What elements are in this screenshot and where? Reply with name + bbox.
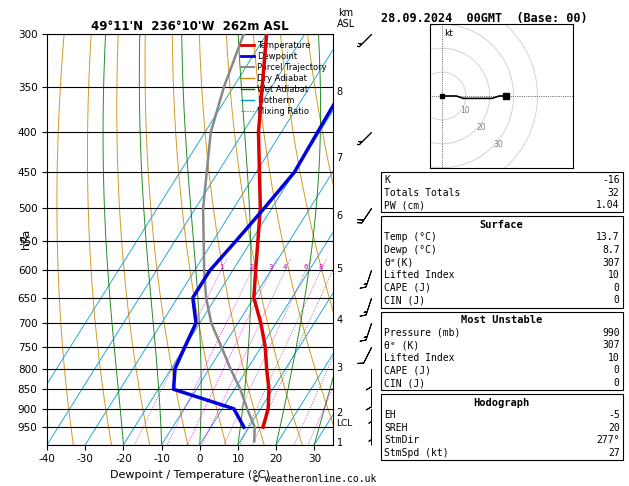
Legend: Temperature, Dewpoint, Parcel Trajectory, Dry Adiabat, Wet Adiabat, Isotherm, Mi: Temperature, Dewpoint, Parcel Trajectory… [239,38,329,119]
Text: K: K [384,175,390,185]
Text: 10: 10 [608,270,620,280]
Text: 307: 307 [602,258,620,268]
Text: Surface: Surface [480,220,523,230]
Text: 20: 20 [477,123,486,132]
Text: Pressure (mb): Pressure (mb) [384,328,460,338]
Text: 0: 0 [614,295,620,306]
Text: Most Unstable: Most Unstable [461,315,542,325]
Text: CIN (J): CIN (J) [384,378,425,388]
Text: CAPE (J): CAPE (J) [384,365,431,376]
Text: CAPE (J): CAPE (J) [384,283,431,293]
Text: 2: 2 [250,264,254,270]
Text: 10: 10 [608,353,620,363]
Text: Totals Totals: Totals Totals [384,188,460,198]
Text: SREH: SREH [384,423,408,433]
Text: 1.04: 1.04 [596,200,620,210]
Text: 32: 32 [608,188,620,198]
Text: Hodograph: Hodograph [474,398,530,408]
Text: StmSpd (kt): StmSpd (kt) [384,448,449,458]
Text: 13.7: 13.7 [596,232,620,243]
Text: 8: 8 [337,87,343,97]
Text: 6: 6 [303,264,308,270]
Text: km
ASL: km ASL [337,8,355,29]
Text: 5: 5 [337,264,343,274]
Text: -16: -16 [602,175,620,185]
Text: 0: 0 [614,378,620,388]
Text: 27: 27 [608,448,620,458]
Text: 3: 3 [337,363,343,373]
Title: 49°11'N  236°10'W  262m ASL: 49°11'N 236°10'W 262m ASL [91,20,289,33]
Text: StmDir: StmDir [384,435,420,446]
Text: 1: 1 [219,264,223,270]
Text: 307: 307 [602,340,620,350]
Text: 6: 6 [337,211,343,221]
Text: 990: 990 [602,328,620,338]
X-axis label: Dewpoint / Temperature (°C): Dewpoint / Temperature (°C) [110,470,270,480]
Text: Lifted Index: Lifted Index [384,270,455,280]
Text: 3: 3 [269,264,274,270]
Text: 0: 0 [614,283,620,293]
Text: EH: EH [384,410,396,420]
Text: Dewp (°C): Dewp (°C) [384,245,437,255]
Text: LCL: LCL [337,419,352,428]
Text: © weatheronline.co.uk: © weatheronline.co.uk [253,473,376,484]
Text: 4: 4 [337,314,343,325]
Text: CIN (J): CIN (J) [384,295,425,306]
Text: 10: 10 [460,106,470,115]
Text: PW (cm): PW (cm) [384,200,425,210]
Text: 0: 0 [614,365,620,376]
Text: 20: 20 [608,423,620,433]
Text: 1: 1 [337,437,343,448]
Text: 277°: 277° [596,435,620,446]
Text: 2: 2 [337,408,343,418]
Text: Lifted Index: Lifted Index [384,353,455,363]
Text: 28.09.2024  00GMT  (Base: 00): 28.09.2024 00GMT (Base: 00) [381,12,587,25]
Text: 8.7: 8.7 [602,245,620,255]
Text: Temp (°C): Temp (°C) [384,232,437,243]
Text: -5: -5 [608,410,620,420]
Text: 7: 7 [337,154,343,163]
Text: hPa: hPa [21,229,31,249]
Text: kt: kt [444,29,453,38]
Text: 8: 8 [318,264,323,270]
Text: 4: 4 [283,264,287,270]
Text: 30: 30 [494,139,504,149]
Text: θᵉ(K): θᵉ(K) [384,258,414,268]
Text: θᵉ (K): θᵉ (K) [384,340,420,350]
